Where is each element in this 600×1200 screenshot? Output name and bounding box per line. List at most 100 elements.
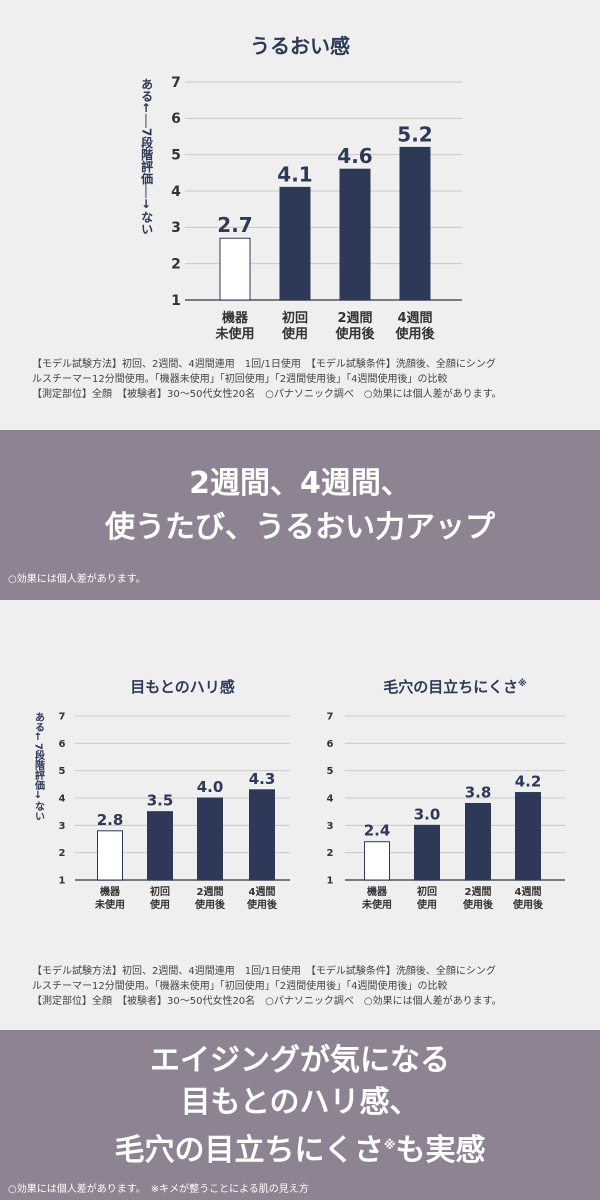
headline-line: 目もとのハリ感、	[180, 1085, 420, 1120]
ylabel-mid: 7段階評価	[32, 743, 44, 790]
chart1-title: うるおい感	[250, 34, 350, 58]
x-tick-label: 未使用	[361, 898, 392, 911]
chart3-title: 毛穴の目立ちにくさ※	[345, 676, 565, 697]
data-label: 4.3	[249, 770, 276, 788]
bar	[197, 797, 223, 881]
data-label: 5.2	[397, 122, 432, 146]
band-note: ○効果には個人差があります。	[8, 574, 146, 585]
bar	[414, 824, 440, 881]
y-tick-label: 3	[59, 821, 66, 832]
x-tick-label: 使用後	[512, 898, 544, 911]
y-tick-label: 1	[327, 876, 334, 887]
headline-mark: ※	[383, 1138, 396, 1152]
headline-text: も実感	[395, 1133, 486, 1168]
data-label: 4.2	[515, 773, 542, 791]
x-tick-label: 使用後	[194, 898, 226, 911]
data-label: 4.6	[337, 144, 372, 168]
bar	[399, 146, 431, 301]
y-tick-label: 7	[327, 712, 334, 723]
headline-line: 使うたび、うるおい力アップ	[105, 510, 495, 545]
bar	[465, 802, 491, 881]
y-tick-label: 4	[171, 184, 181, 200]
y-tick-label: 5	[327, 766, 334, 777]
chart2-ylabel: ある ↑ 7段階評価 ↓ ない	[30, 712, 46, 821]
arrow-down-icon: ↓	[33, 789, 43, 801]
ylabel-top: ある	[139, 78, 154, 102]
x-tick-label: 初回	[282, 310, 308, 326]
notes-1: 【モデル試験方法】初回、2週間、4週間連用 1回/1日使用 【モデル試験条件】洗…	[32, 357, 592, 402]
data-label: 2.7	[217, 213, 252, 237]
note-line: ルスチーマー12分間使用。「機器未使用」「初回使用」「2週間使用後」「4週間使用…	[32, 981, 448, 992]
chart1-ylabel: ある ↑ │ 7段階評価 │ ↓ ない	[136, 78, 156, 235]
y-tick-label: 6	[171, 111, 181, 127]
x-tick-label: 未使用	[94, 898, 125, 911]
x-tick-label: 機器	[100, 885, 121, 898]
headline-line: 2週間、4週間、	[189, 466, 411, 501]
chart2-title: 目もとのハリ感	[130, 678, 235, 696]
x-tick-label: 2週間	[465, 886, 492, 898]
note-line: 【モデル試験方法】初回、2週間、4週間連用 1回/1日使用 【モデル試験条件】洗…	[32, 966, 496, 977]
x-tick-label: 使用	[416, 898, 437, 911]
chart3-title-text: 毛穴の目立ちにくさ	[383, 678, 518, 696]
bar	[515, 792, 541, 881]
x-tick-label: 使用	[149, 898, 170, 911]
x-tick-label: 4週間	[515, 886, 542, 898]
y-tick-label: 4	[59, 794, 66, 805]
y-tick-label: 5	[171, 148, 181, 164]
data-label: 4.1	[277, 162, 312, 186]
data-label: 3.0	[414, 805, 441, 823]
bar	[219, 237, 251, 301]
ylabel-top: ある	[32, 712, 44, 732]
arrow-up-icon: ↑	[33, 732, 43, 743]
x-tick-label: 機器	[222, 310, 249, 326]
x-tick-label: 機器	[367, 885, 388, 898]
y-tick-label: 2	[171, 257, 181, 273]
y-tick-label: 3	[171, 220, 181, 236]
y-tick-label: 6	[327, 739, 334, 750]
y-tick-label: 7	[59, 712, 66, 723]
bar	[339, 168, 371, 301]
bar	[97, 830, 123, 881]
data-label: 2.8	[97, 811, 124, 829]
headline-line: エイジングが気になる	[150, 1043, 450, 1078]
y-tick-label: 7	[171, 75, 181, 91]
band-note: ○効果には個人差があります。 ※キメが整うことによる肌の見え方	[8, 1184, 309, 1195]
bar	[249, 789, 275, 881]
bar	[279, 186, 311, 301]
arrow-up-icon: ↑ │	[140, 101, 152, 129]
y-tick-label: 5	[59, 766, 66, 777]
x-tick-label: 使用後	[394, 326, 435, 342]
x-tick-label: 使用	[281, 326, 308, 342]
x-tick-label: 使用後	[462, 898, 494, 911]
x-tick-label: 初回	[150, 885, 170, 898]
y-tick-label: 2	[59, 848, 66, 859]
x-tick-label: 4週間	[249, 886, 276, 898]
note-line: 【測定部位】全顔 【被験者】30〜50代女性20名 ○パナソニック調べ ○効果に…	[32, 996, 502, 1007]
x-tick-label: 2週間	[337, 311, 372, 326]
x-tick-label: 4週間	[397, 311, 432, 326]
y-tick-label: 2	[327, 848, 334, 859]
arrow-down-icon: │ ↓	[140, 183, 152, 211]
bar	[364, 841, 390, 881]
ylabel-bottom: ない	[32, 800, 44, 821]
y-tick-label: 4	[327, 794, 334, 805]
x-tick-label: 使用後	[246, 898, 278, 911]
y-tick-label: 3	[327, 821, 334, 832]
ylabel-mid: 7段階評価	[139, 128, 154, 185]
note-line: 【モデル試験方法】初回、2週間、4週間連用 1回/1日使用 【モデル試験条件】洗…	[32, 359, 496, 370]
chart3-title-mark: ※	[517, 679, 527, 689]
data-label: 3.8	[465, 783, 492, 801]
y-tick-label: 1	[59, 876, 66, 887]
bar	[147, 811, 173, 881]
note-line: 【測定部位】全顔 【被験者】30〜50代女性20名 ○パナソニック調べ ○効果に…	[32, 389, 502, 400]
note-line: ルスチーマー12分間使用。「機器未使用」「初回使用」「2週間使用後」「4週間使用…	[32, 374, 448, 385]
headline-band-1: 2週間、4週間、 使うたび、うるおい力アップ ○効果には個人差があります。	[0, 430, 600, 600]
headline-band-2: エイジングが気になる 目もとのハリ感、 毛穴の目立ちにくさ※も実感 ○効果には個…	[0, 1030, 600, 1200]
x-tick-label: 初回	[417, 885, 437, 898]
headline-line: 毛穴の目立ちにくさ※も実感	[0, 1124, 600, 1172]
y-tick-label: 1	[171, 293, 181, 309]
x-tick-label: 2週間	[197, 886, 224, 898]
x-tick-label: 未使用	[214, 326, 254, 342]
ylabel-bottom: ない	[139, 211, 154, 236]
